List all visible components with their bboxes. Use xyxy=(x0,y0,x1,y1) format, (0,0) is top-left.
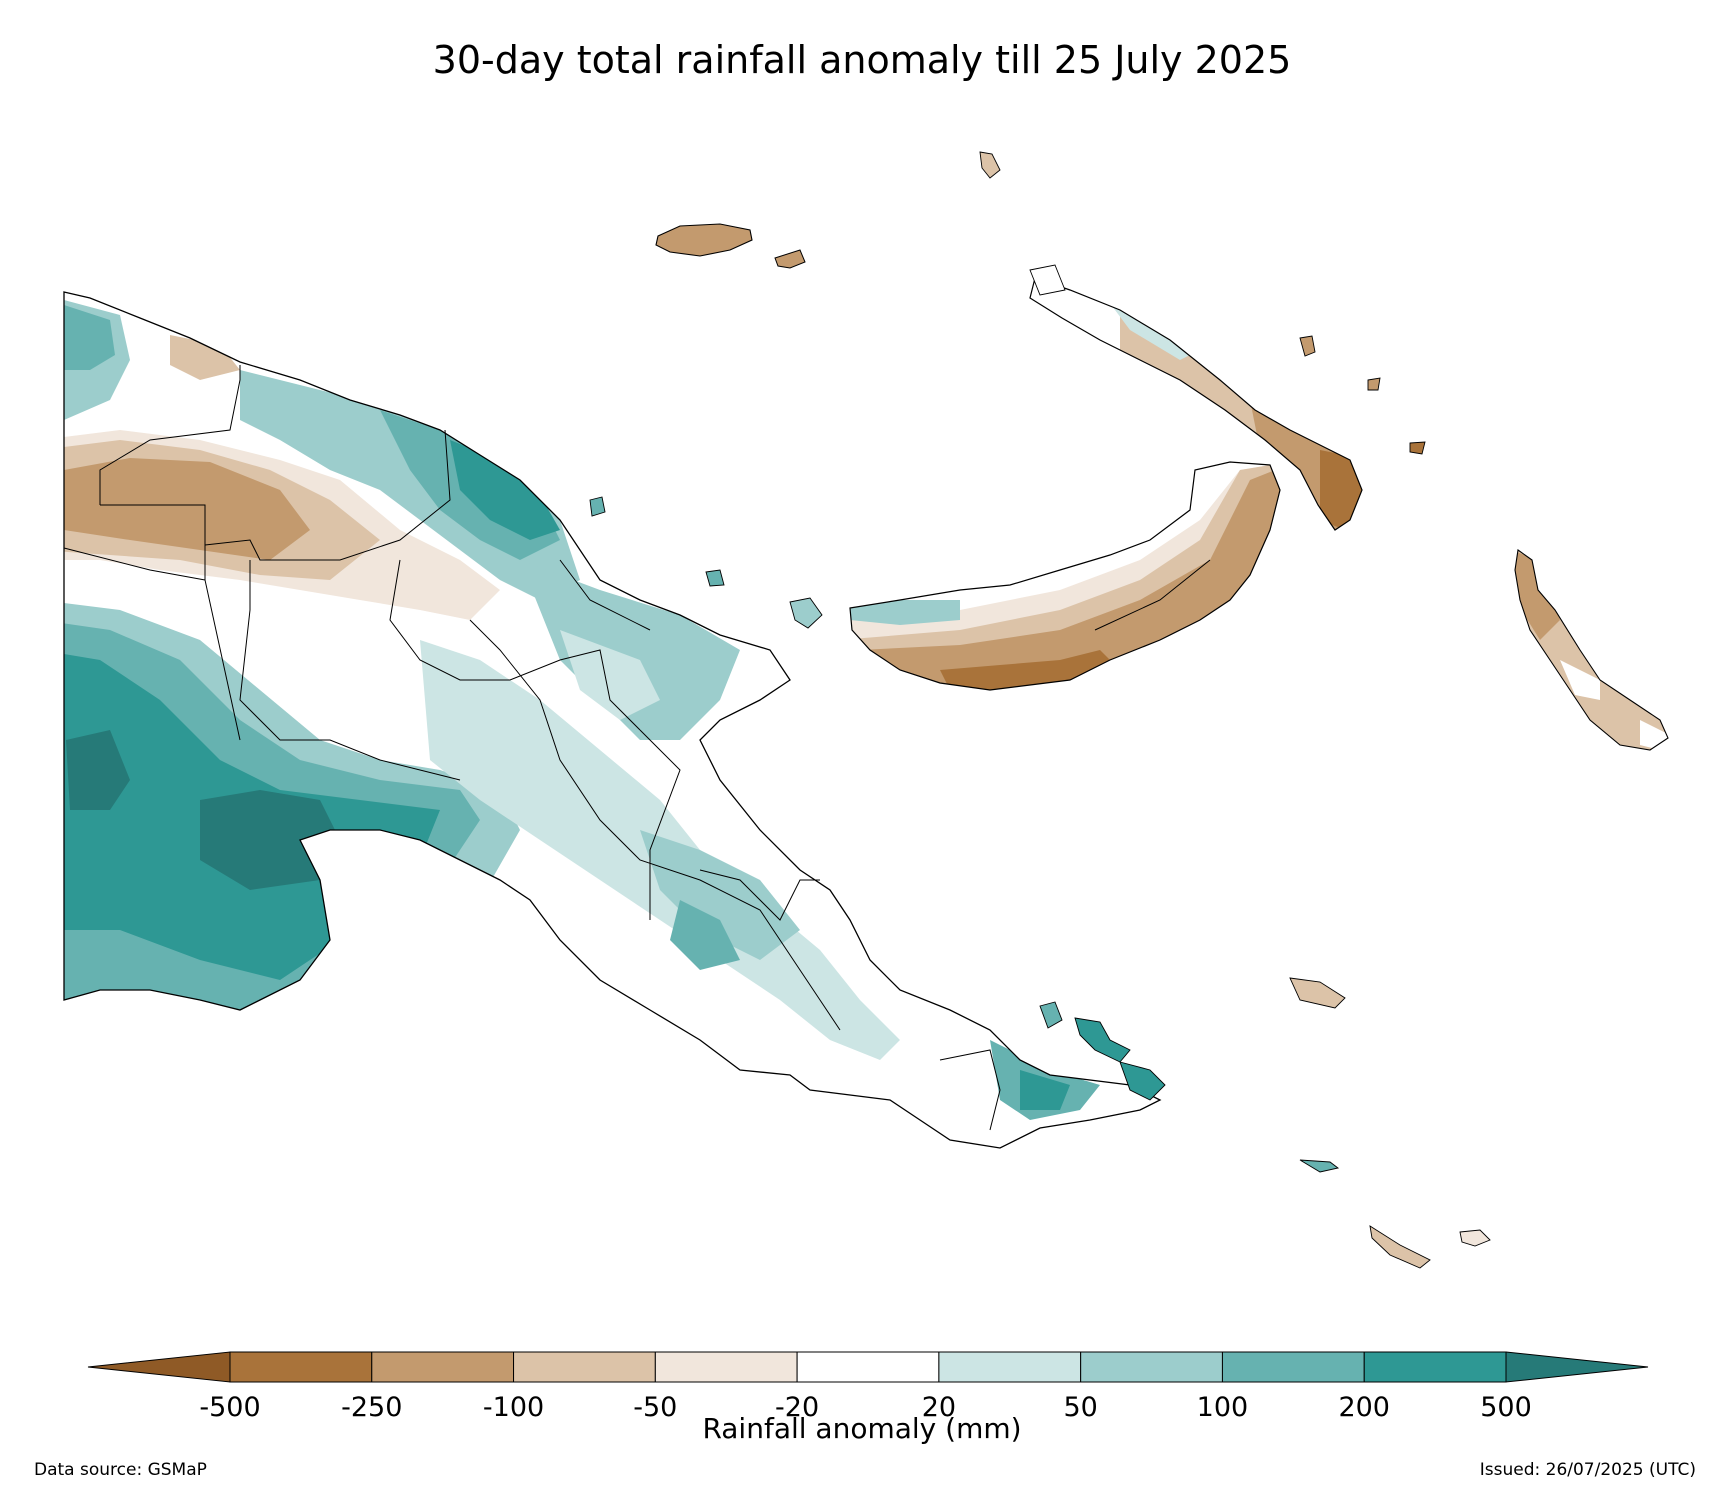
issued-date: Issued: 26/07/2025 (UTC) xyxy=(1479,1460,1696,1480)
manus-island xyxy=(655,223,806,269)
colorbar-label: Rainfall anomaly (mm) xyxy=(702,1412,1022,1445)
colorbar-bin xyxy=(1363,1351,1507,1383)
colorbar-bin xyxy=(229,1351,373,1383)
rainfall-anomaly-map xyxy=(63,151,1669,1269)
colorbar-bin xyxy=(1221,1351,1365,1383)
colorbar-tick-label: -50 xyxy=(633,1392,677,1423)
colorbar-tick-label: 100 xyxy=(1197,1392,1249,1423)
colorbar-tick-label: -20 xyxy=(775,1392,819,1423)
colorbar-tick-label: 200 xyxy=(1338,1392,1390,1423)
colorbar-tick-label: -250 xyxy=(341,1392,402,1423)
small-islands xyxy=(589,151,1491,1269)
mainland-png xyxy=(63,291,1162,1149)
colorbar-tick-label: 500 xyxy=(1480,1392,1532,1423)
colorbar-bin xyxy=(796,1351,940,1383)
colorbar-tick-label: 50 xyxy=(1063,1392,1097,1423)
bougainville xyxy=(1514,549,1669,751)
new-britain xyxy=(849,461,1281,691)
colorbar-bin xyxy=(371,1351,515,1383)
colorbar-bin xyxy=(938,1351,1082,1383)
colorbar-bin xyxy=(654,1351,798,1383)
colorbar-tick-label: 20 xyxy=(922,1392,956,1423)
colorbar-bin xyxy=(1080,1351,1223,1383)
province-borders xyxy=(63,365,1001,1131)
colorbar-extension-low xyxy=(87,1351,231,1383)
colorbar-tick-label: -500 xyxy=(199,1392,260,1423)
colorbar-extension-high xyxy=(1505,1351,1649,1383)
map-title: 30-day total rainfall anomaly till 25 Ju… xyxy=(432,38,1292,82)
colorbar: -500 -250 -100 -50 -20 20 50 100 200 500 xyxy=(87,1351,1649,1423)
data-source: Data source: GSMaP xyxy=(34,1460,207,1480)
colorbar-bin xyxy=(513,1351,656,1383)
colorbar-tick-label: -100 xyxy=(483,1392,544,1423)
